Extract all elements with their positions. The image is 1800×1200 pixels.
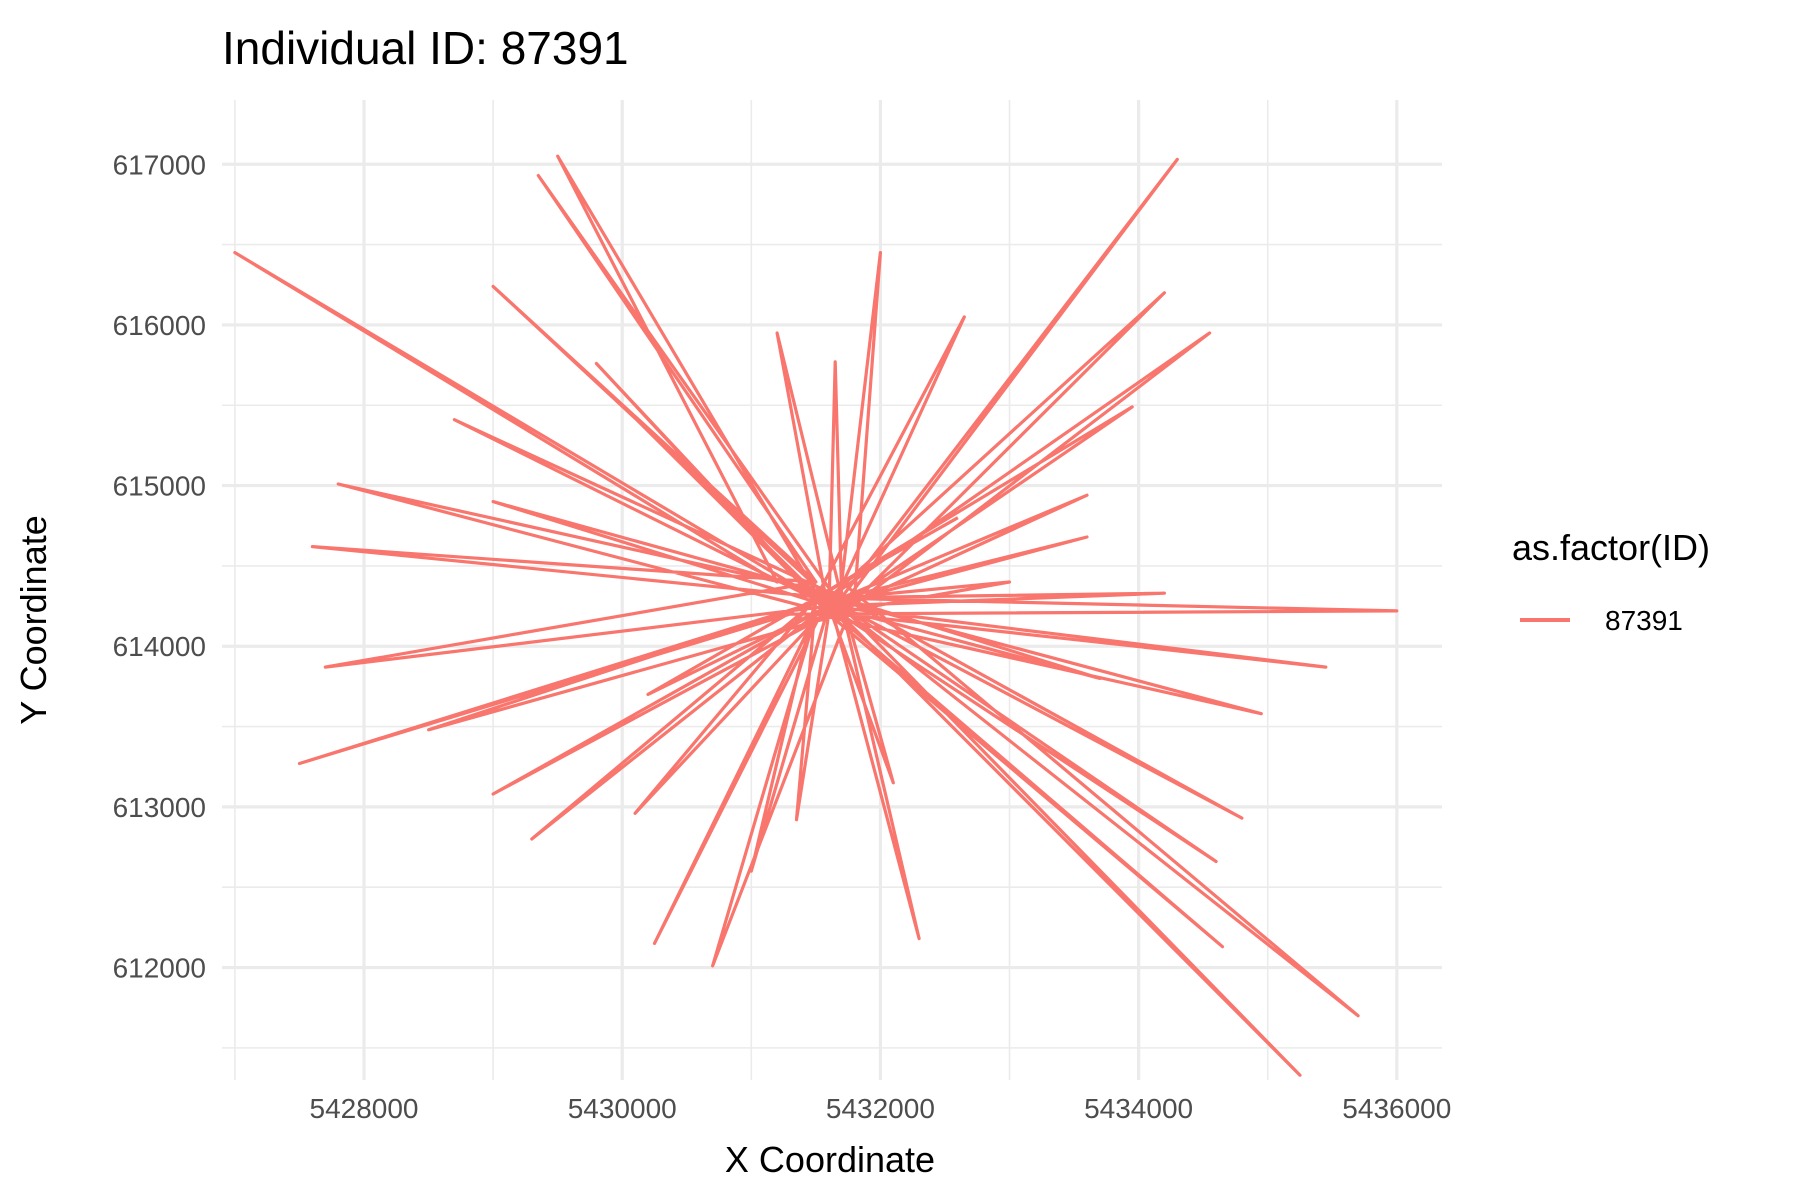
y-tick-label: 614000	[113, 631, 206, 662]
x-tick-label: 5428000	[310, 1093, 419, 1124]
y-tick-label: 617000	[113, 149, 206, 180]
y-tick-label: 615000	[113, 471, 206, 502]
x-tick-label: 5432000	[826, 1093, 935, 1124]
x-axis-ticks: 5428000 5430000 5432000 5434000 5436000	[310, 1093, 1452, 1124]
legend-title: as.factor(ID)	[1512, 527, 1710, 568]
y-axis-title: Y Coordinate	[13, 515, 54, 724]
x-tick-label: 5434000	[1084, 1093, 1193, 1124]
chart-title: Individual ID: 87391	[222, 22, 629, 74]
y-tick-label: 613000	[113, 792, 206, 823]
y-axis-ticks: 612000 613000 614000 615000 616000 617000	[113, 149, 206, 983]
x-axis-title: X Coordinate	[725, 1139, 935, 1180]
legend: as.factor(ID) 87391	[1512, 527, 1710, 636]
y-tick-label: 616000	[113, 310, 206, 341]
series-layer	[233, 154, 1399, 1077]
x-tick-label: 5430000	[568, 1093, 677, 1124]
y-tick-label: 612000	[113, 953, 206, 984]
series-line-87391	[233, 154, 1399, 1077]
x-tick-label: 5436000	[1342, 1093, 1451, 1124]
legend-label: 87391	[1605, 605, 1683, 636]
